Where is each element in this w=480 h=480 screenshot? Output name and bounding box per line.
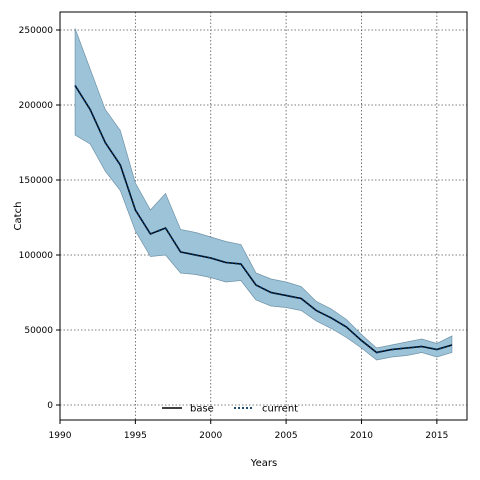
series-lines [74, 85, 453, 354]
y-axis: 0 50000 100000 150000 200000 250000 [19, 26, 60, 411]
x-tick-label: 2000 [199, 431, 222, 441]
y-tick-label: 250000 [19, 26, 54, 36]
x-tick-label: 2010 [350, 431, 373, 441]
x-axis-title: Years [250, 458, 277, 469]
y-axis-title: Catch [13, 202, 24, 231]
y-tick-label: 150000 [19, 176, 54, 186]
y-tick-label: 200000 [19, 101, 54, 111]
series-line-current [74, 85, 453, 354]
y-tick-label: 0 [47, 401, 53, 411]
plot-frame [59, 11, 468, 421]
x-tick-label: 2015 [425, 431, 448, 441]
x-tick-label: 1995 [124, 431, 147, 441]
legend: base current [162, 404, 298, 415]
confidence-band-area [74, 28, 453, 361]
x-tick-label: 1990 [49, 431, 72, 441]
y-tick-label: 100000 [19, 251, 54, 261]
grid [60, 12, 467, 420]
x-tick-label: 2005 [275, 431, 298, 441]
legend-label-current: current [262, 404, 298, 415]
legend-label-base: base [190, 404, 214, 415]
confidence-band [74, 28, 453, 361]
x-axis: 1990 1995 2000 2005 2010 2015 [49, 420, 448, 441]
y-tick-label: 50000 [24, 326, 53, 336]
